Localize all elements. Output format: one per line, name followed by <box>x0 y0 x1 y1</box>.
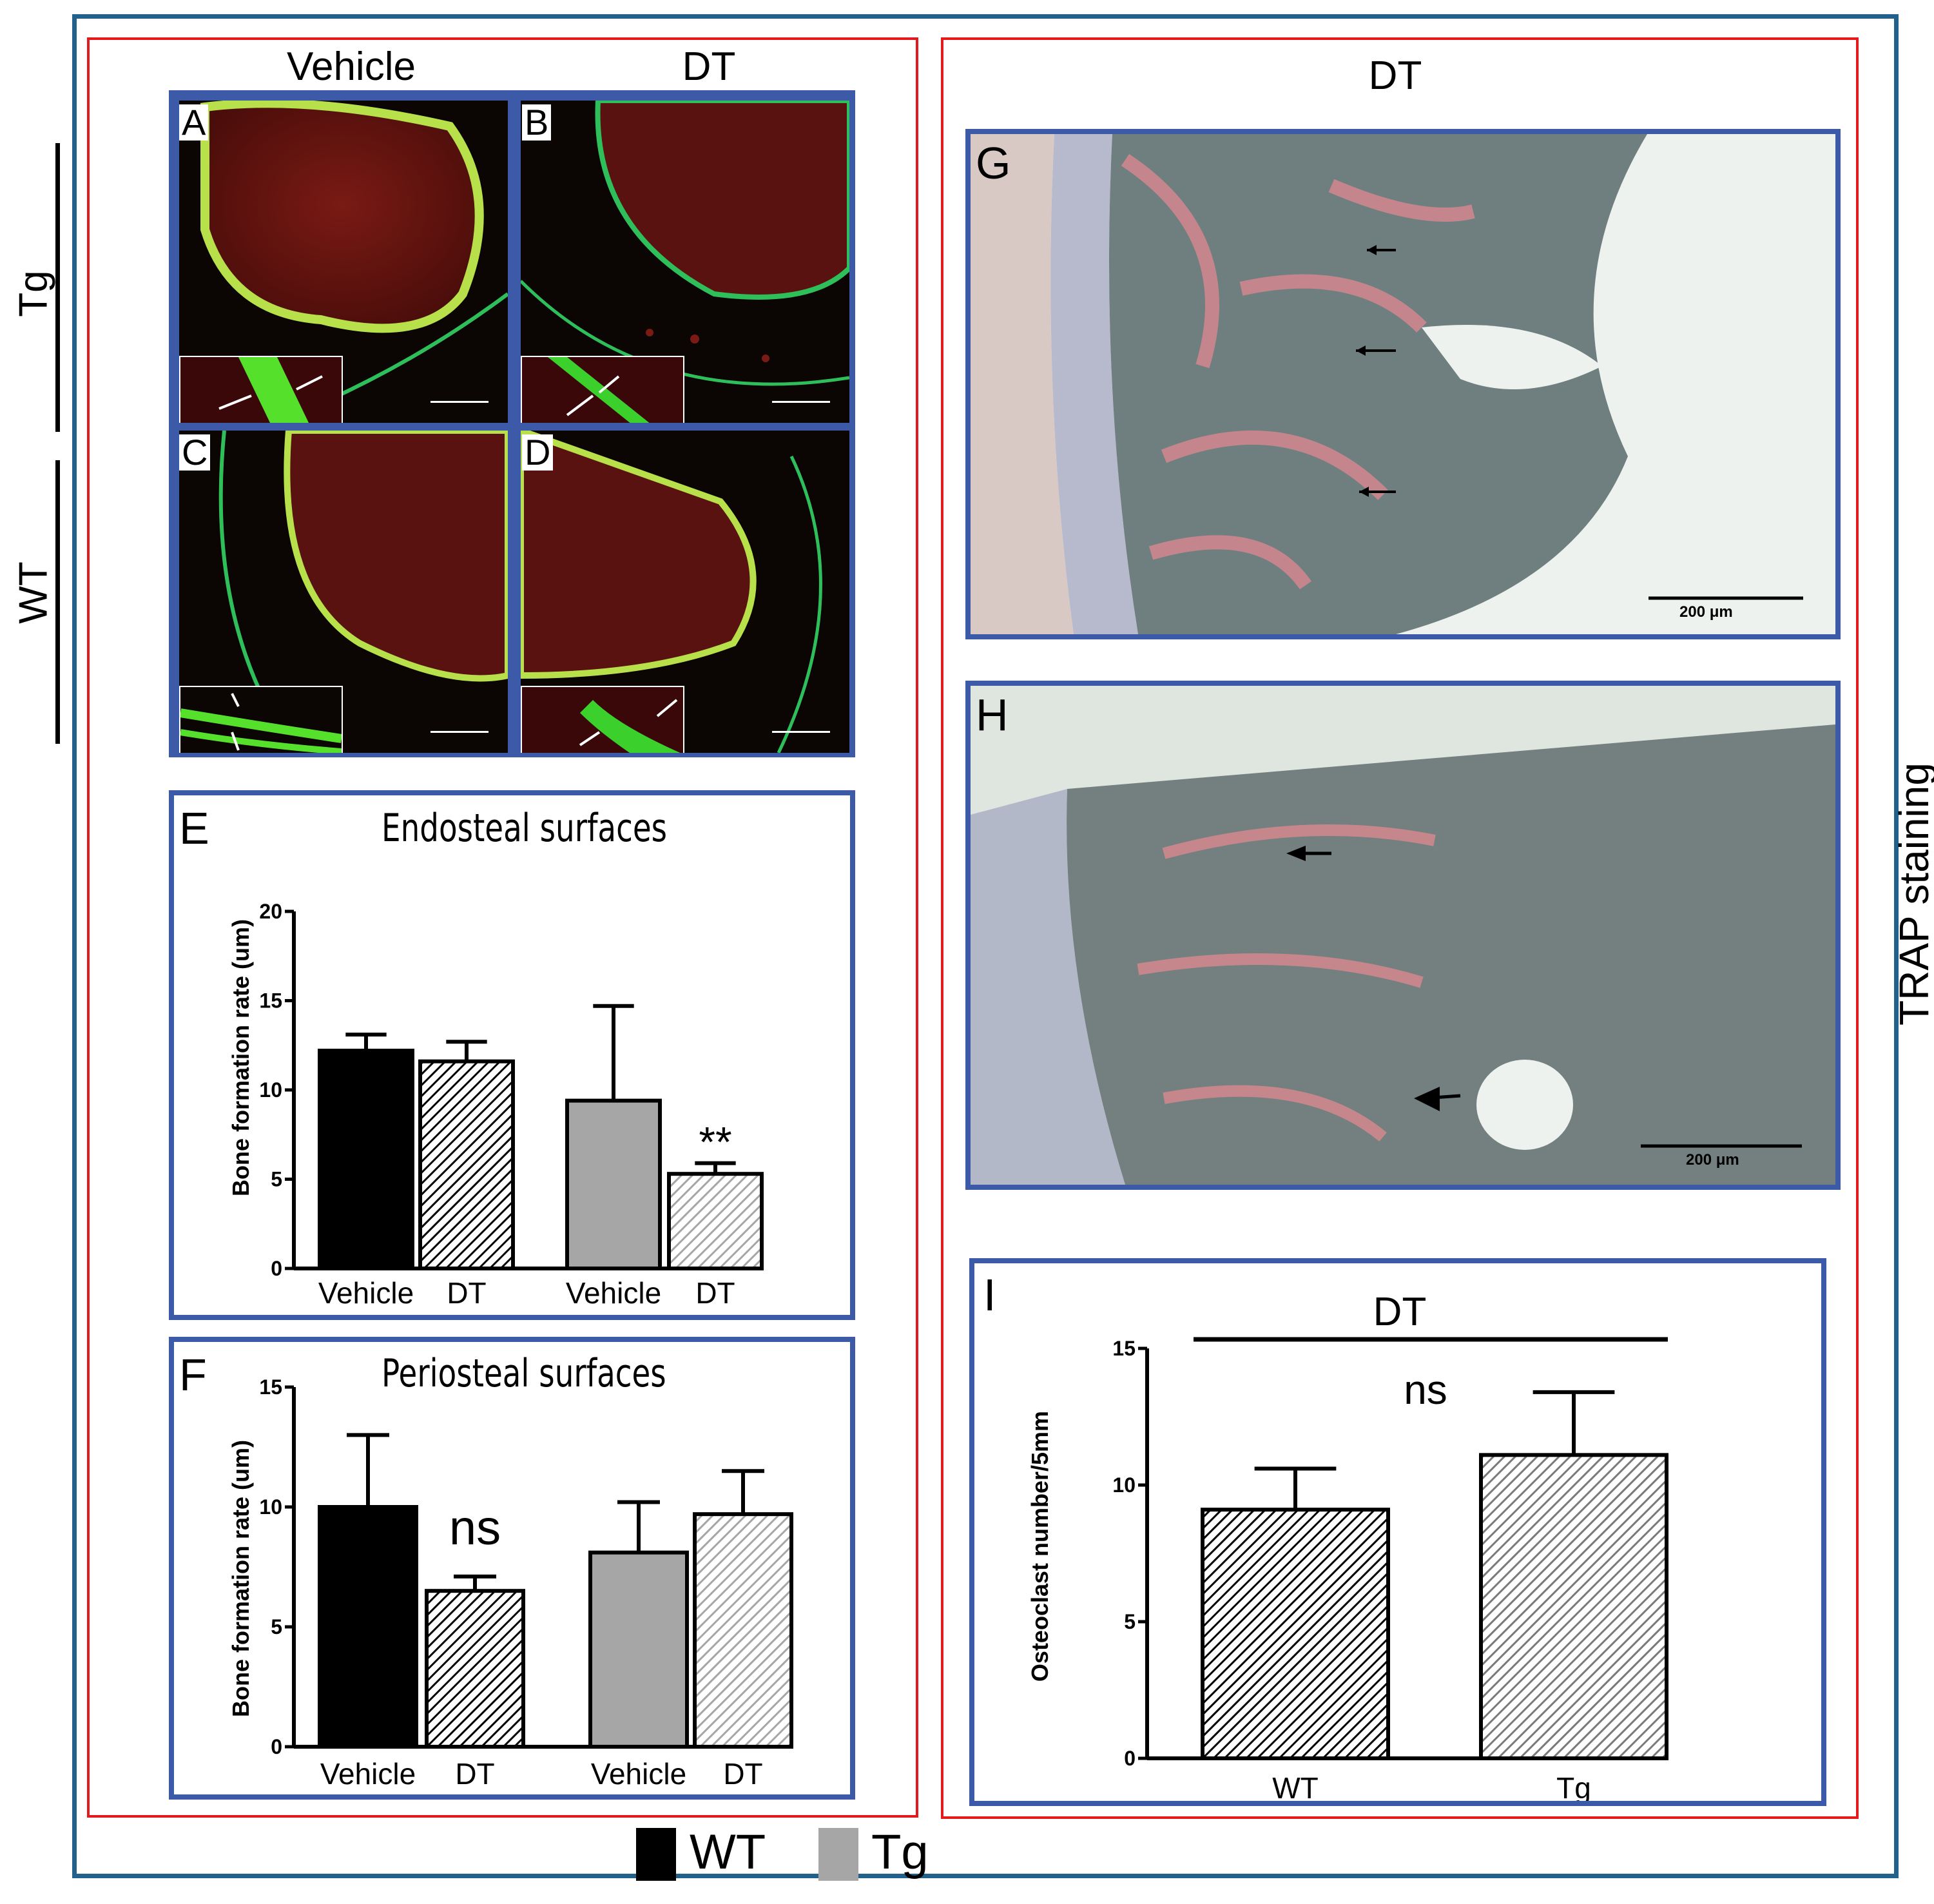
chart-f-bar-0 <box>318 1505 418 1749</box>
right-header-dt: DT <box>1368 53 1422 98</box>
chart-f-bar-2 <box>588 1550 689 1749</box>
legend-swatch-tg <box>818 1828 858 1881</box>
trap-panel-h: H 200 μm <box>965 681 1841 1190</box>
legend-label-tg: Tg <box>871 1825 929 1880</box>
chart-panel-e: E Endosteal surfaces Bone formation rate… <box>169 790 855 1320</box>
chart-f-ytick-label: 15 <box>259 1375 282 1399</box>
micrograph-panel-d <box>521 431 849 753</box>
chart-i-annotation-0: ns <box>1404 1366 1447 1413</box>
chart-i-bar-1 <box>1479 1453 1668 1760</box>
column-label-dt: DT <box>682 44 736 89</box>
row-bar-wt <box>55 460 60 744</box>
panel-letter-a: A <box>179 104 209 141</box>
legend-swatch-wt <box>636 1828 676 1881</box>
chart-f-ytick-label: 0 <box>271 1735 282 1758</box>
panel-letter-b: B <box>522 104 552 141</box>
micrograph-d-image <box>521 431 849 753</box>
micrograph-a-scale-bar <box>430 401 488 403</box>
row-label-tg: Tg <box>11 270 56 317</box>
chart-panel-f: F Periosteal surfaces Bone formation rat… <box>169 1337 855 1800</box>
chart-e-ytick-label: 15 <box>259 989 282 1013</box>
micrograph-c-inset-image <box>179 693 343 753</box>
trap-h-scale-label: 200 μm <box>1686 1151 1739 1169</box>
chart-e-category-label-2: Vehicle <box>566 1276 661 1310</box>
chart-i-category-label-1: Tg <box>1556 1771 1591 1801</box>
chart-e-ytick-label: 0 <box>271 1257 282 1280</box>
chart-i-bar-0 <box>1201 1508 1390 1760</box>
micrograph-panel-a <box>179 101 508 423</box>
chart-f-category-label-2: Vehicle <box>591 1757 686 1791</box>
chart-f-bar-3 <box>693 1512 793 1749</box>
micrograph-b-scale-bar <box>772 401 830 403</box>
chart-e-ytick-label: 5 <box>271 1168 282 1191</box>
micrograph-grid: A B C <box>169 90 855 757</box>
micrograph-panel-b <box>521 101 849 423</box>
chart-e-bar-1 <box>418 1059 515 1270</box>
chart-f-category-label-1: DT <box>455 1757 494 1791</box>
panel-letter-g: G <box>976 138 1011 188</box>
chart-e-ytick-label: 20 <box>259 900 282 923</box>
micrograph-b-image <box>521 101 849 423</box>
figure-outer-frame <box>72 14 1899 1878</box>
micrograph-d-inset-image <box>579 699 681 753</box>
row-label-wt: WT <box>11 561 56 624</box>
panel-letter-c: C <box>179 434 211 471</box>
chart-e-bar-0 <box>318 1049 414 1270</box>
panel-letter-d: D <box>522 434 554 471</box>
chart-i-ytick-label: 15 <box>1112 1337 1136 1360</box>
column-label-vehicle: Vehicle <box>287 44 416 89</box>
panel-letter-f: F <box>179 1350 207 1400</box>
micrograph-panel-c <box>179 431 508 753</box>
micrograph-a-inset-image <box>218 357 323 423</box>
micrograph-c-scale-bar <box>430 731 488 733</box>
chart-e-category-label-3: DT <box>695 1276 735 1310</box>
chart-i-category-label-0: WT <box>1272 1771 1319 1801</box>
chart-e-title: Endosteal surfaces <box>382 806 668 851</box>
chart-f-ytick-label: 5 <box>271 1615 282 1638</box>
chart-i-ytick-label: 0 <box>1124 1747 1136 1770</box>
chart-f-annotation-0: ns <box>449 1501 501 1555</box>
trap-g-scale-label: 200 μm <box>1679 603 1733 621</box>
chart-i-ytick-label: 10 <box>1112 1473 1136 1497</box>
right-group-frame <box>941 37 1859 1819</box>
chart-i-title: DT <box>1373 1290 1427 1334</box>
left-group-frame <box>87 37 918 1818</box>
chart-f-category-label-0: Vehicle <box>320 1757 416 1791</box>
chart-i-plot: 0 5 10 15 WT Tg ns <box>1112 1337 1668 1801</box>
panel-letter-i: I <box>983 1270 996 1320</box>
micrograph-b-inset <box>521 356 684 423</box>
chart-e-plot: 0 5 10 15 20 Vehicle DT Vehicle DT ** <box>259 900 764 1310</box>
chart-e-category-label-1: DT <box>447 1276 486 1310</box>
chart-e-ytick-label: 10 <box>259 1078 282 1102</box>
micrograph-c-inset <box>179 686 343 753</box>
chart-panel-i: I DT Osteoclast number/5mm 0 5 10 15 WT Tg ns <box>969 1258 1826 1806</box>
row-bar-tg <box>55 143 60 432</box>
micrograph-d-scale-bar <box>772 731 830 733</box>
trap-g-image <box>971 134 1835 634</box>
chart-i-ytick-label: 5 <box>1124 1610 1136 1633</box>
trap-staining-label: TRAP staining <box>1891 763 1934 1025</box>
chart-f-plot: 0 5 10 15 Vehicle DT Vehicle DT ns <box>259 1375 793 1791</box>
chart-f-category-label-3: DT <box>723 1757 762 1791</box>
panel-letter-e: E <box>179 803 209 853</box>
chart-f-title: Periosteal surfaces <box>382 1351 666 1396</box>
chart-f-bar-1 <box>425 1589 525 1749</box>
chart-f-ytick-label: 10 <box>259 1495 282 1519</box>
panel-letter-h: H <box>976 690 1009 740</box>
micrograph-c-image <box>179 431 508 753</box>
chart-e-bar-3 <box>667 1172 764 1270</box>
trap-h-image <box>971 686 1835 1185</box>
chart-e-category-label-0: Vehicle <box>318 1276 414 1310</box>
legend-label-wt: WT <box>690 1825 766 1880</box>
trap-panel-g: G 200 μm <box>965 129 1841 639</box>
chart-e-bar-2 <box>565 1098 662 1270</box>
chart-e-annotation-0: ** <box>699 1118 731 1166</box>
micrograph-a-inset <box>179 356 343 423</box>
micrograph-b-inset-image <box>548 357 650 423</box>
micrograph-d-inset <box>521 686 684 753</box>
